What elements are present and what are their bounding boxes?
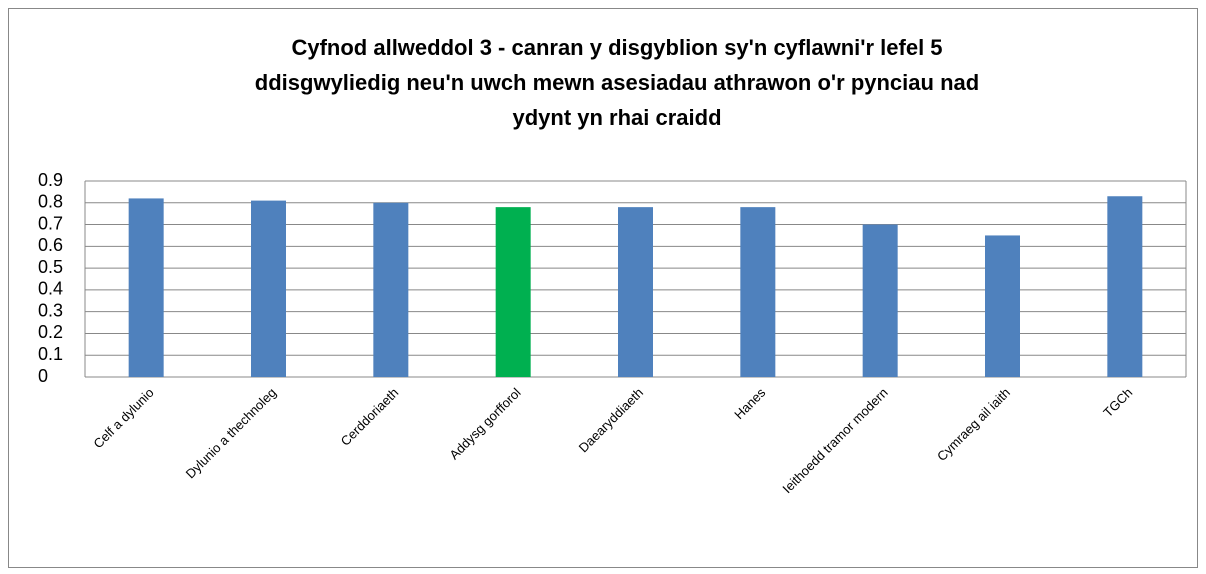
y-tick-label: 0.6 <box>38 235 63 255</box>
y-tick-label: 0.3 <box>38 300 63 320</box>
bar <box>1107 196 1143 377</box>
y-tick-label: 0.7 <box>38 213 63 233</box>
y-tick-label: 0.1 <box>38 344 63 364</box>
bar <box>128 198 164 377</box>
bar <box>740 207 776 377</box>
y-tick-label: 0.5 <box>38 257 63 277</box>
y-tick-label: 0 <box>38 366 48 386</box>
bar <box>985 235 1020 377</box>
y-tick-label: 0.9 <box>38 170 63 190</box>
bar <box>862 224 898 377</box>
bar <box>618 207 653 377</box>
y-tick-label: 0.4 <box>38 279 63 299</box>
chart-title: ddisgwyliedig neu'n uwch mewn asesiadau … <box>255 70 979 95</box>
chart-title: ydynt yn rhai craidd <box>512 105 721 130</box>
bar <box>495 207 531 377</box>
chart-title: Cyfnod allweddol 3 - canran y disgyblion… <box>291 35 942 60</box>
y-tick-label: 0.2 <box>38 322 63 342</box>
bar <box>373 202 409 377</box>
bar <box>251 200 286 377</box>
y-tick-label: 0.8 <box>38 192 63 212</box>
